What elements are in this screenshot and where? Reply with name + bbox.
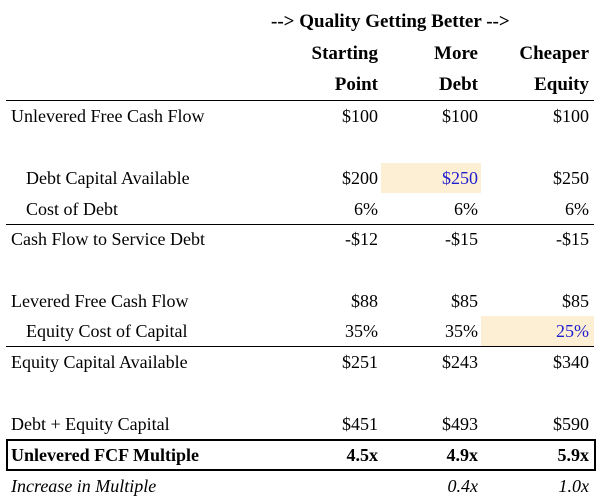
row-label-cost-debt: Cost of Debt — [26, 199, 118, 219]
cell-equity-cost-1: 35% — [345, 321, 378, 341]
cell-ufcf-2: $100 — [442, 106, 478, 126]
row-label-ufcf: Unlevered Free Cash Flow — [11, 106, 205, 126]
cell-lfcf-3: $85 — [562, 291, 589, 311]
row-label-lfcf: Levered Free Cash Flow — [11, 291, 189, 311]
row-label-equity-capital: Equity Capital Available — [11, 352, 188, 372]
cell-debt-capital-2: $250 — [442, 168, 478, 188]
col-header-starting-1: Starting — [311, 43, 379, 64]
divider-cost-debt — [6, 224, 594, 225]
highlight-equity-cost — [481, 316, 594, 346]
cell-increase-3: 1.0x — [558, 476, 590, 496]
col-header-starting-2: Point — [334, 74, 378, 95]
row-label-debt-capital: Debt Capital Available — [26, 168, 190, 188]
cell-equity-cost-2: 35% — [445, 321, 478, 341]
multiple-row-box — [6, 439, 596, 471]
highlight-debt-capital — [381, 163, 481, 193]
cell-equity-capital-3: $340 — [553, 352, 589, 372]
cell-lfcf-1: $88 — [351, 291, 378, 311]
row-label-multiple: Unlevered FCF Multiple — [11, 445, 199, 465]
cell-debt-capital-3: $250 — [553, 168, 589, 188]
cell-cost-debt-2: 6% — [454, 199, 478, 219]
row-label-equity-cost: Equity Cost of Capital — [26, 321, 188, 341]
cell-de-capital-2: $493 — [442, 414, 478, 434]
cell-equity-capital-2: $243 — [442, 352, 478, 372]
cell-equity-cost-3: 25% — [556, 321, 589, 341]
row-label-increase: Increase in Multiple — [11, 476, 157, 496]
cell-multiple-3: 5.9x — [557, 445, 590, 465]
cell-cf-service-3: -$15 — [556, 229, 589, 249]
col-header-moredebt-1: More — [434, 43, 478, 64]
cell-increase-2: 0.4x — [447, 476, 479, 496]
col-header-cheaper-2: Equity — [534, 74, 589, 95]
col-header-moredebt-2: Debt — [438, 74, 478, 95]
cell-cost-debt-1: 6% — [354, 199, 378, 219]
cell-lfcf-2: $85 — [451, 291, 478, 311]
header-divider — [6, 100, 594, 101]
cell-debt-capital-1: $200 — [342, 168, 378, 188]
cell-equity-capital-1: $251 — [342, 352, 378, 372]
cell-ufcf-1: $100 — [342, 106, 378, 126]
cell-multiple-2: 4.9x — [446, 445, 479, 465]
cell-multiple-1: 4.5x — [346, 445, 379, 465]
cell-cf-service-1: -$12 — [345, 229, 378, 249]
cell-cf-service-2: -$15 — [445, 229, 478, 249]
cell-de-capital-1: $451 — [342, 414, 378, 434]
cell-ufcf-3: $100 — [553, 106, 589, 126]
divider-equity-cost — [6, 346, 594, 347]
row-label-cf-service: Cash Flow to Service Debt — [11, 229, 205, 249]
col-header-cheaper-1: Cheaper — [519, 43, 589, 64]
cell-de-capital-3: $590 — [553, 414, 589, 434]
quality-banner: --> Quality Getting Better --> — [271, 11, 510, 32]
cell-cost-debt-3: 6% — [565, 199, 589, 219]
row-label-de-capital: Debt + Equity Capital — [11, 414, 170, 434]
